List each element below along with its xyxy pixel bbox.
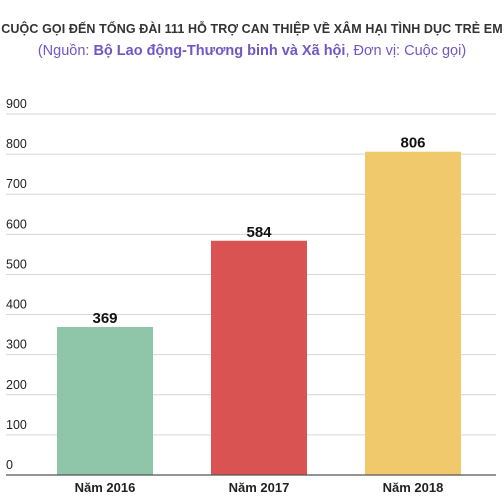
y-tick-label: 800 <box>6 137 27 151</box>
source-prefix: (Nguồn: <box>37 43 94 59</box>
y-tick-label: 200 <box>6 378 27 392</box>
chart-source: (Nguồn: Bộ Lao động-Thương binh và Xã hộ… <box>0 43 504 59</box>
x-category-label: Năm 2017 <box>229 480 290 495</box>
bar <box>211 240 307 475</box>
y-tick-label: 700 <box>6 177 27 191</box>
y-tick-label: 0 <box>6 458 13 472</box>
source-unit: , Đơn vị: Cuộc gọi) <box>345 43 467 59</box>
bar <box>365 151 461 475</box>
y-tick-label: 900 <box>6 97 27 111</box>
y-tick-label: 600 <box>6 217 27 231</box>
x-category-label: Năm 2018 <box>383 480 444 495</box>
y-tick-label: 500 <box>6 257 27 271</box>
chart-title: CUỘC GỌI ĐẾN TỔNG ĐÀI 111 HỖ TRỢ CAN THI… <box>1 22 503 36</box>
source-name: Bộ Lao động-Thương binh và Xã hội <box>93 43 346 59</box>
y-tick-label: 400 <box>6 298 27 312</box>
x-category-label: Năm 2016 <box>75 480 136 495</box>
data-label: 584 <box>246 224 272 241</box>
data-label: 806 <box>400 135 425 152</box>
y-tick-label: 300 <box>6 338 27 352</box>
y-tick-label: 100 <box>6 418 27 432</box>
bar <box>57 326 153 475</box>
data-label: 369 <box>92 310 117 327</box>
